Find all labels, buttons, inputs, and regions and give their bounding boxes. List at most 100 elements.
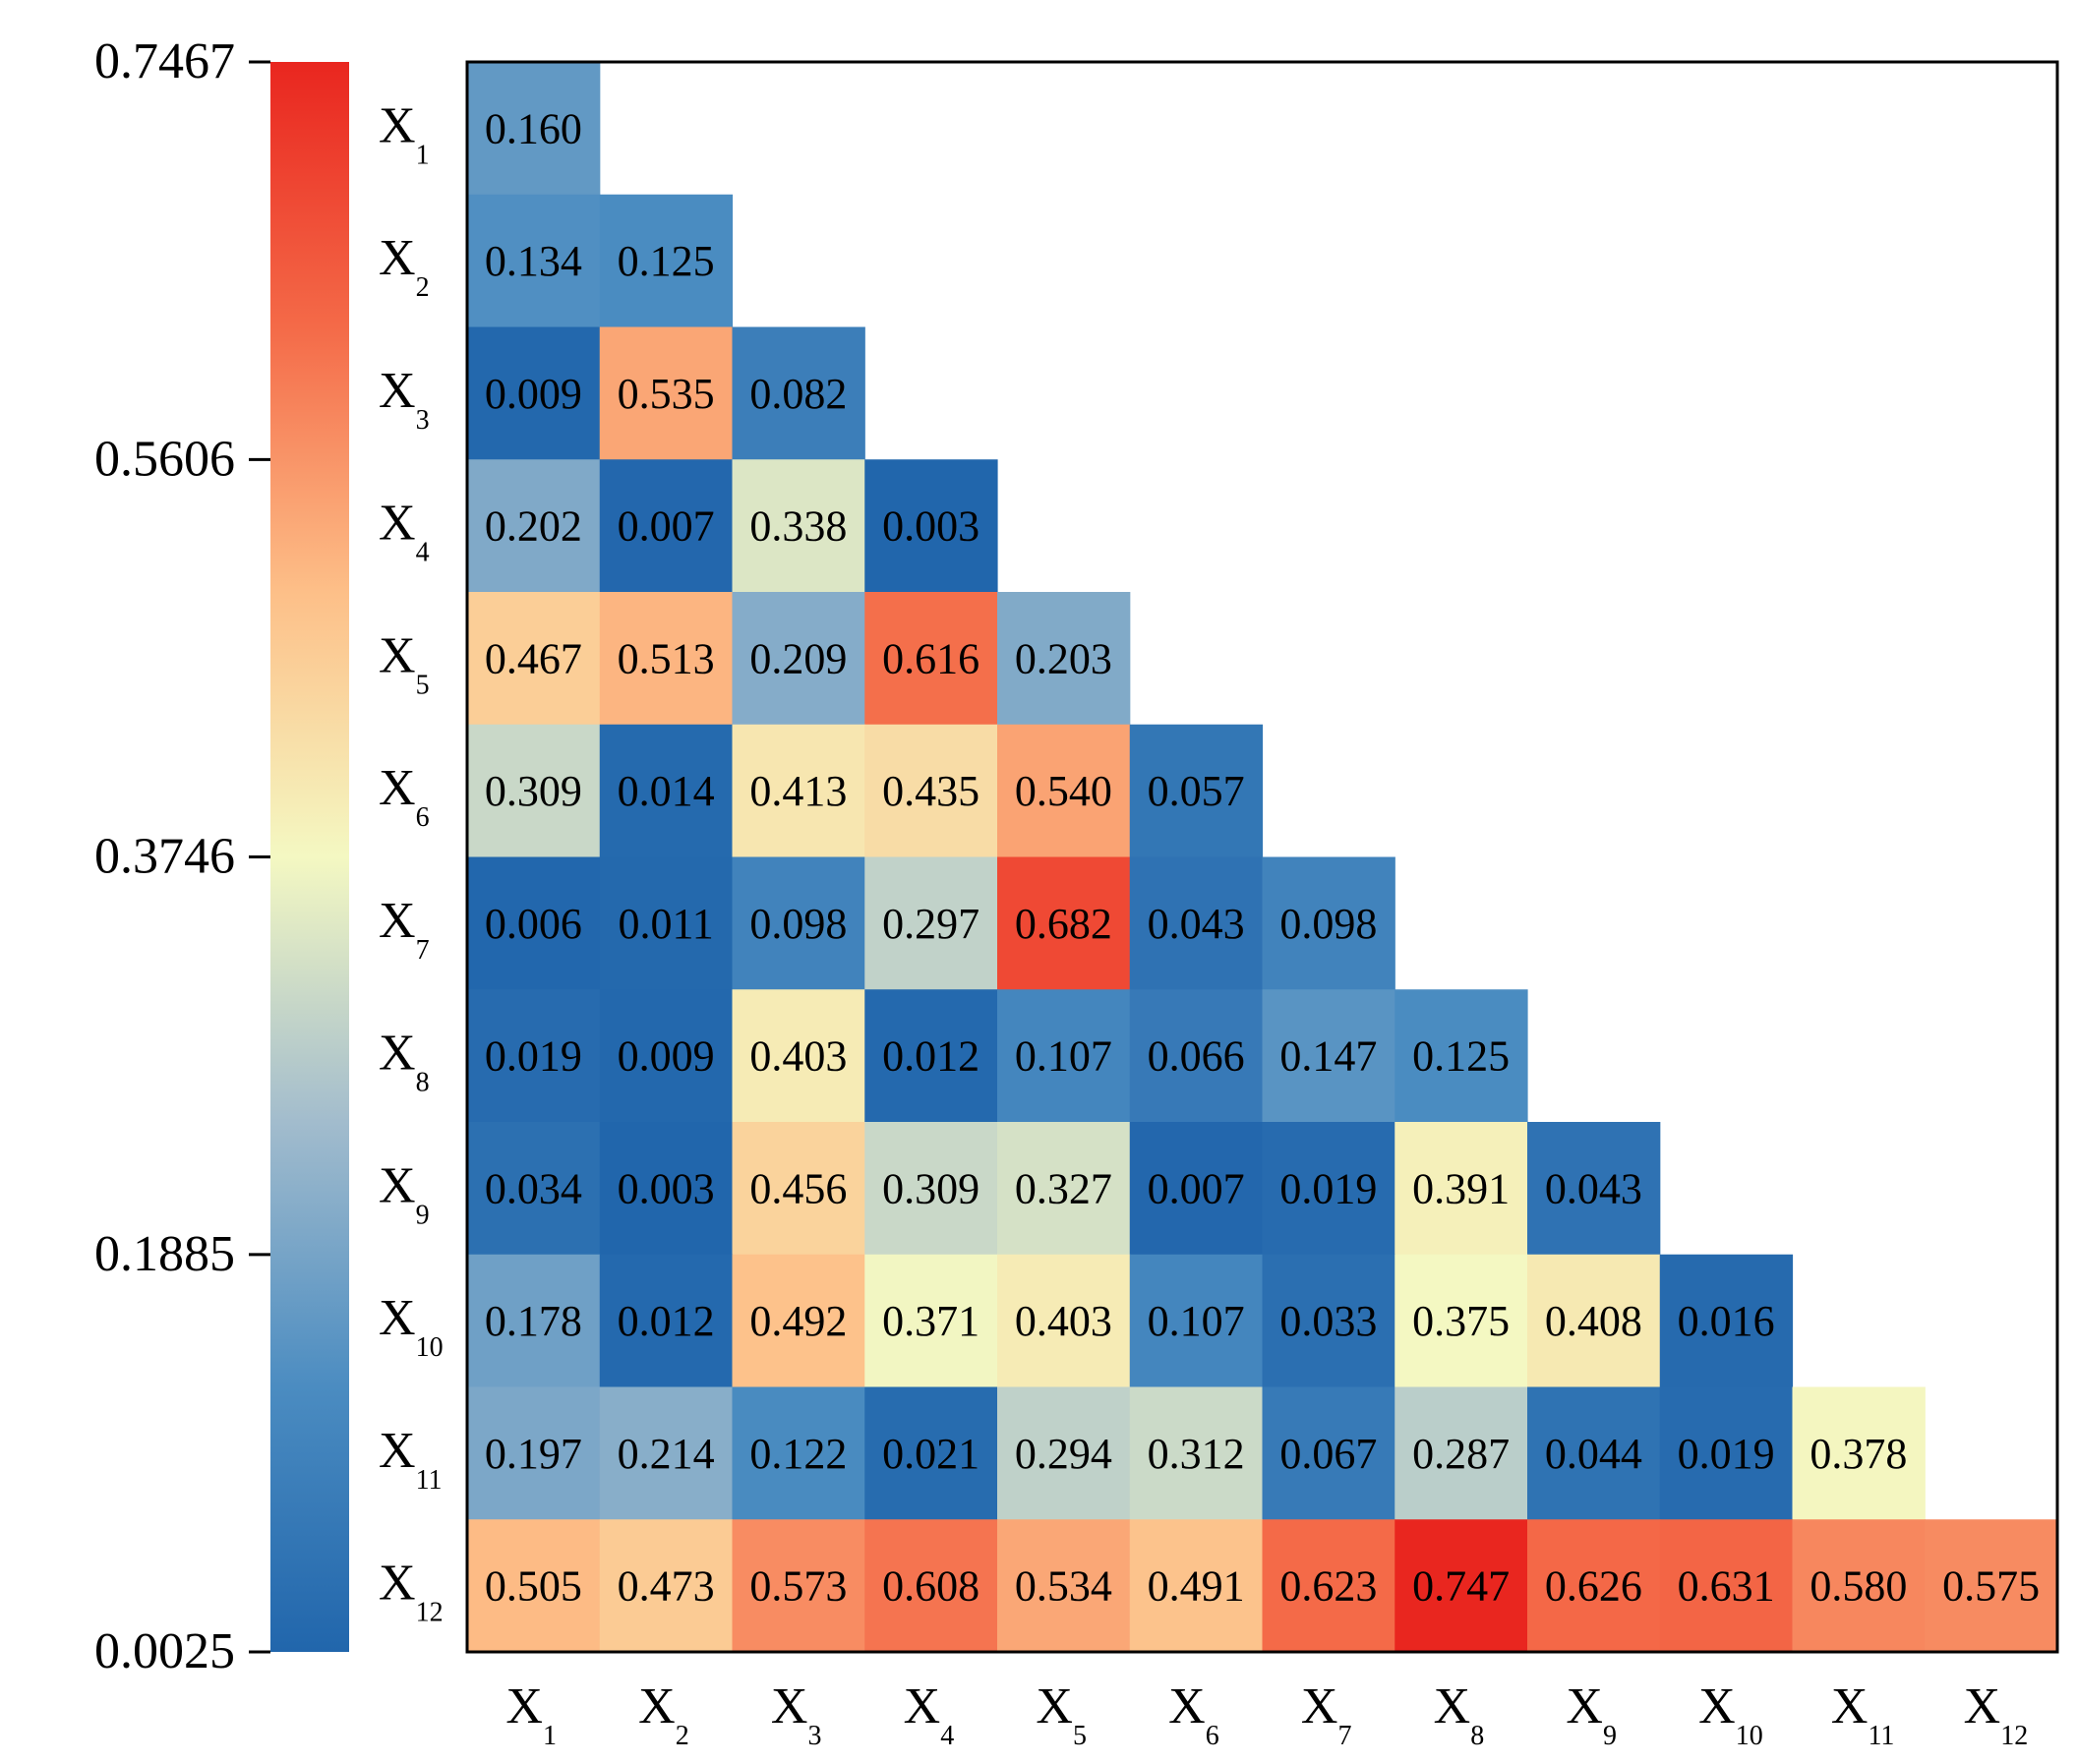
heatmap-cell [1925, 1519, 2058, 1653]
cell-value-label: 0.371 [882, 1297, 979, 1345]
cell-value-label: 0.019 [1678, 1430, 1775, 1478]
x-tick-label-base: X [1301, 1678, 1338, 1735]
cell-value-label: 0.178 [485, 1297, 582, 1345]
x-tick-label-base: X [1831, 1678, 1869, 1735]
y-tick-label-sub: 2 [416, 272, 430, 303]
cell-value-label: 0.309 [882, 1164, 979, 1212]
heatmap-cell [1129, 1254, 1264, 1388]
cell-value-label: 0.043 [1148, 900, 1245, 948]
heatmap-cell [732, 1254, 865, 1388]
y-tick-label: X4 [379, 496, 430, 568]
x-tick-label: X10 [1698, 1678, 1763, 1751]
x-tick-label-base: X [1698, 1678, 1736, 1735]
cell-value-label: 0.007 [1148, 1164, 1245, 1212]
cell-value-label: 0.067 [1279, 1430, 1377, 1478]
x-tick-label-base: X [638, 1678, 676, 1735]
x-tick-label: X11 [1831, 1678, 1895, 1751]
cell-value-label: 0.375 [1412, 1297, 1510, 1345]
heatmap-cell [1395, 1386, 1528, 1520]
y-tick-label-sub: 6 [416, 802, 430, 833]
y-tick-label-sub: 9 [416, 1200, 430, 1230]
heatmap-cell [864, 1519, 998, 1653]
cell-value-label: 0.019 [485, 1032, 582, 1081]
y-tick-label-sub: 7 [416, 935, 430, 966]
x-tick-label-sub: 5 [1073, 1721, 1087, 1751]
heatmap-cell [467, 1386, 601, 1520]
cell-value-label: 0.294 [1015, 1430, 1112, 1478]
cell-value-label: 0.006 [485, 900, 582, 948]
heatmap-cell [864, 856, 998, 990]
heatmap-cell [1262, 1122, 1395, 1256]
heatmap-cell [1792, 1386, 1926, 1520]
cell-value-label: 0.107 [1148, 1297, 1245, 1345]
y-tick-label: X3 [379, 363, 430, 436]
cell-value-label: 0.009 [618, 1032, 715, 1081]
cell-value-label: 0.009 [485, 370, 582, 418]
heatmap-cell [1262, 856, 1395, 990]
y-tick-label-base: X [379, 1423, 416, 1479]
heatmap-cell [732, 592, 865, 726]
y-tick-label: X6 [379, 760, 430, 833]
y-tick-label-sub: 8 [416, 1068, 430, 1098]
cell-value-label: 0.534 [1015, 1562, 1112, 1611]
heatmap-cell [599, 326, 734, 460]
cell-value-label: 0.403 [749, 1032, 847, 1081]
y-tick-label: X11 [379, 1423, 443, 1496]
cell-value-label: 0.082 [749, 370, 847, 418]
cell-value-label: 0.467 [485, 634, 582, 682]
heatmap-cell [1395, 1254, 1528, 1388]
heatmap-cell [1659, 1254, 1794, 1388]
y-tick-label: X2 [379, 230, 430, 303]
heatmap-cell [864, 1254, 998, 1388]
cell-value-label: 0.456 [749, 1164, 847, 1212]
heatmap-cell [599, 592, 734, 726]
x-tick-label-sub: 11 [1868, 1721, 1894, 1751]
cell-value-label: 0.011 [618, 900, 713, 948]
colorbar-tick-label: 0.7467 [94, 33, 235, 89]
y-tick-label-base: X [379, 1157, 416, 1213]
y-tick-label-sub: 5 [416, 670, 430, 700]
heatmap-cell [1129, 1122, 1264, 1256]
x-tick-label-base: X [904, 1678, 941, 1735]
cell-value-label: 0.492 [749, 1297, 847, 1345]
y-tick-label-base: X [379, 627, 416, 683]
x-tick-label-base: X [1036, 1678, 1073, 1735]
cell-value-label: 0.287 [1412, 1430, 1510, 1478]
cell-value-label: 0.408 [1545, 1297, 1642, 1345]
x-tick-label: X8 [1434, 1678, 1485, 1751]
heatmap-cell [1659, 1386, 1794, 1520]
cell-value-label: 0.098 [749, 900, 847, 948]
cell-value-label: 0.021 [882, 1430, 979, 1478]
heatmap-cell [599, 989, 734, 1123]
y-tick-label: X9 [379, 1157, 430, 1230]
heatmap-cell [467, 1254, 601, 1388]
heatmap-cell [864, 1122, 998, 1256]
cell-value-label: 0.066 [1148, 1032, 1245, 1081]
x-tick-label-base: X [505, 1678, 543, 1735]
heatmap-cell [467, 592, 601, 726]
heatmap-cell [1395, 989, 1528, 1123]
cell-value-label: 0.491 [1148, 1562, 1245, 1611]
heatmap-cell [467, 459, 601, 593]
heatmap-cell [864, 724, 998, 858]
heatmap-cell [732, 326, 865, 460]
heatmap-cell [1262, 1519, 1395, 1653]
y-tick-label-base: X [379, 1026, 416, 1082]
cell-value-label: 0.033 [1279, 1297, 1377, 1345]
cell-value-label: 0.147 [1279, 1032, 1377, 1081]
y-tick-label-sub: 11 [416, 1465, 443, 1496]
cell-value-label: 0.573 [749, 1562, 847, 1611]
colorbar-tick-label: 0.1885 [94, 1226, 235, 1282]
x-tick-label: X5 [1036, 1678, 1087, 1751]
heatmap-cell [732, 1519, 865, 1653]
cell-value-label: 0.580 [1810, 1562, 1907, 1611]
y-tick-label: X10 [379, 1290, 444, 1363]
cell-value-label: 0.535 [618, 370, 715, 418]
cell-value-label: 0.747 [1412, 1562, 1510, 1611]
y-tick-label: X5 [379, 627, 430, 700]
heatmap-cell [599, 1386, 734, 1520]
cell-value-label: 0.034 [485, 1164, 582, 1212]
colorbar-tick-label: 0.3746 [94, 829, 235, 885]
